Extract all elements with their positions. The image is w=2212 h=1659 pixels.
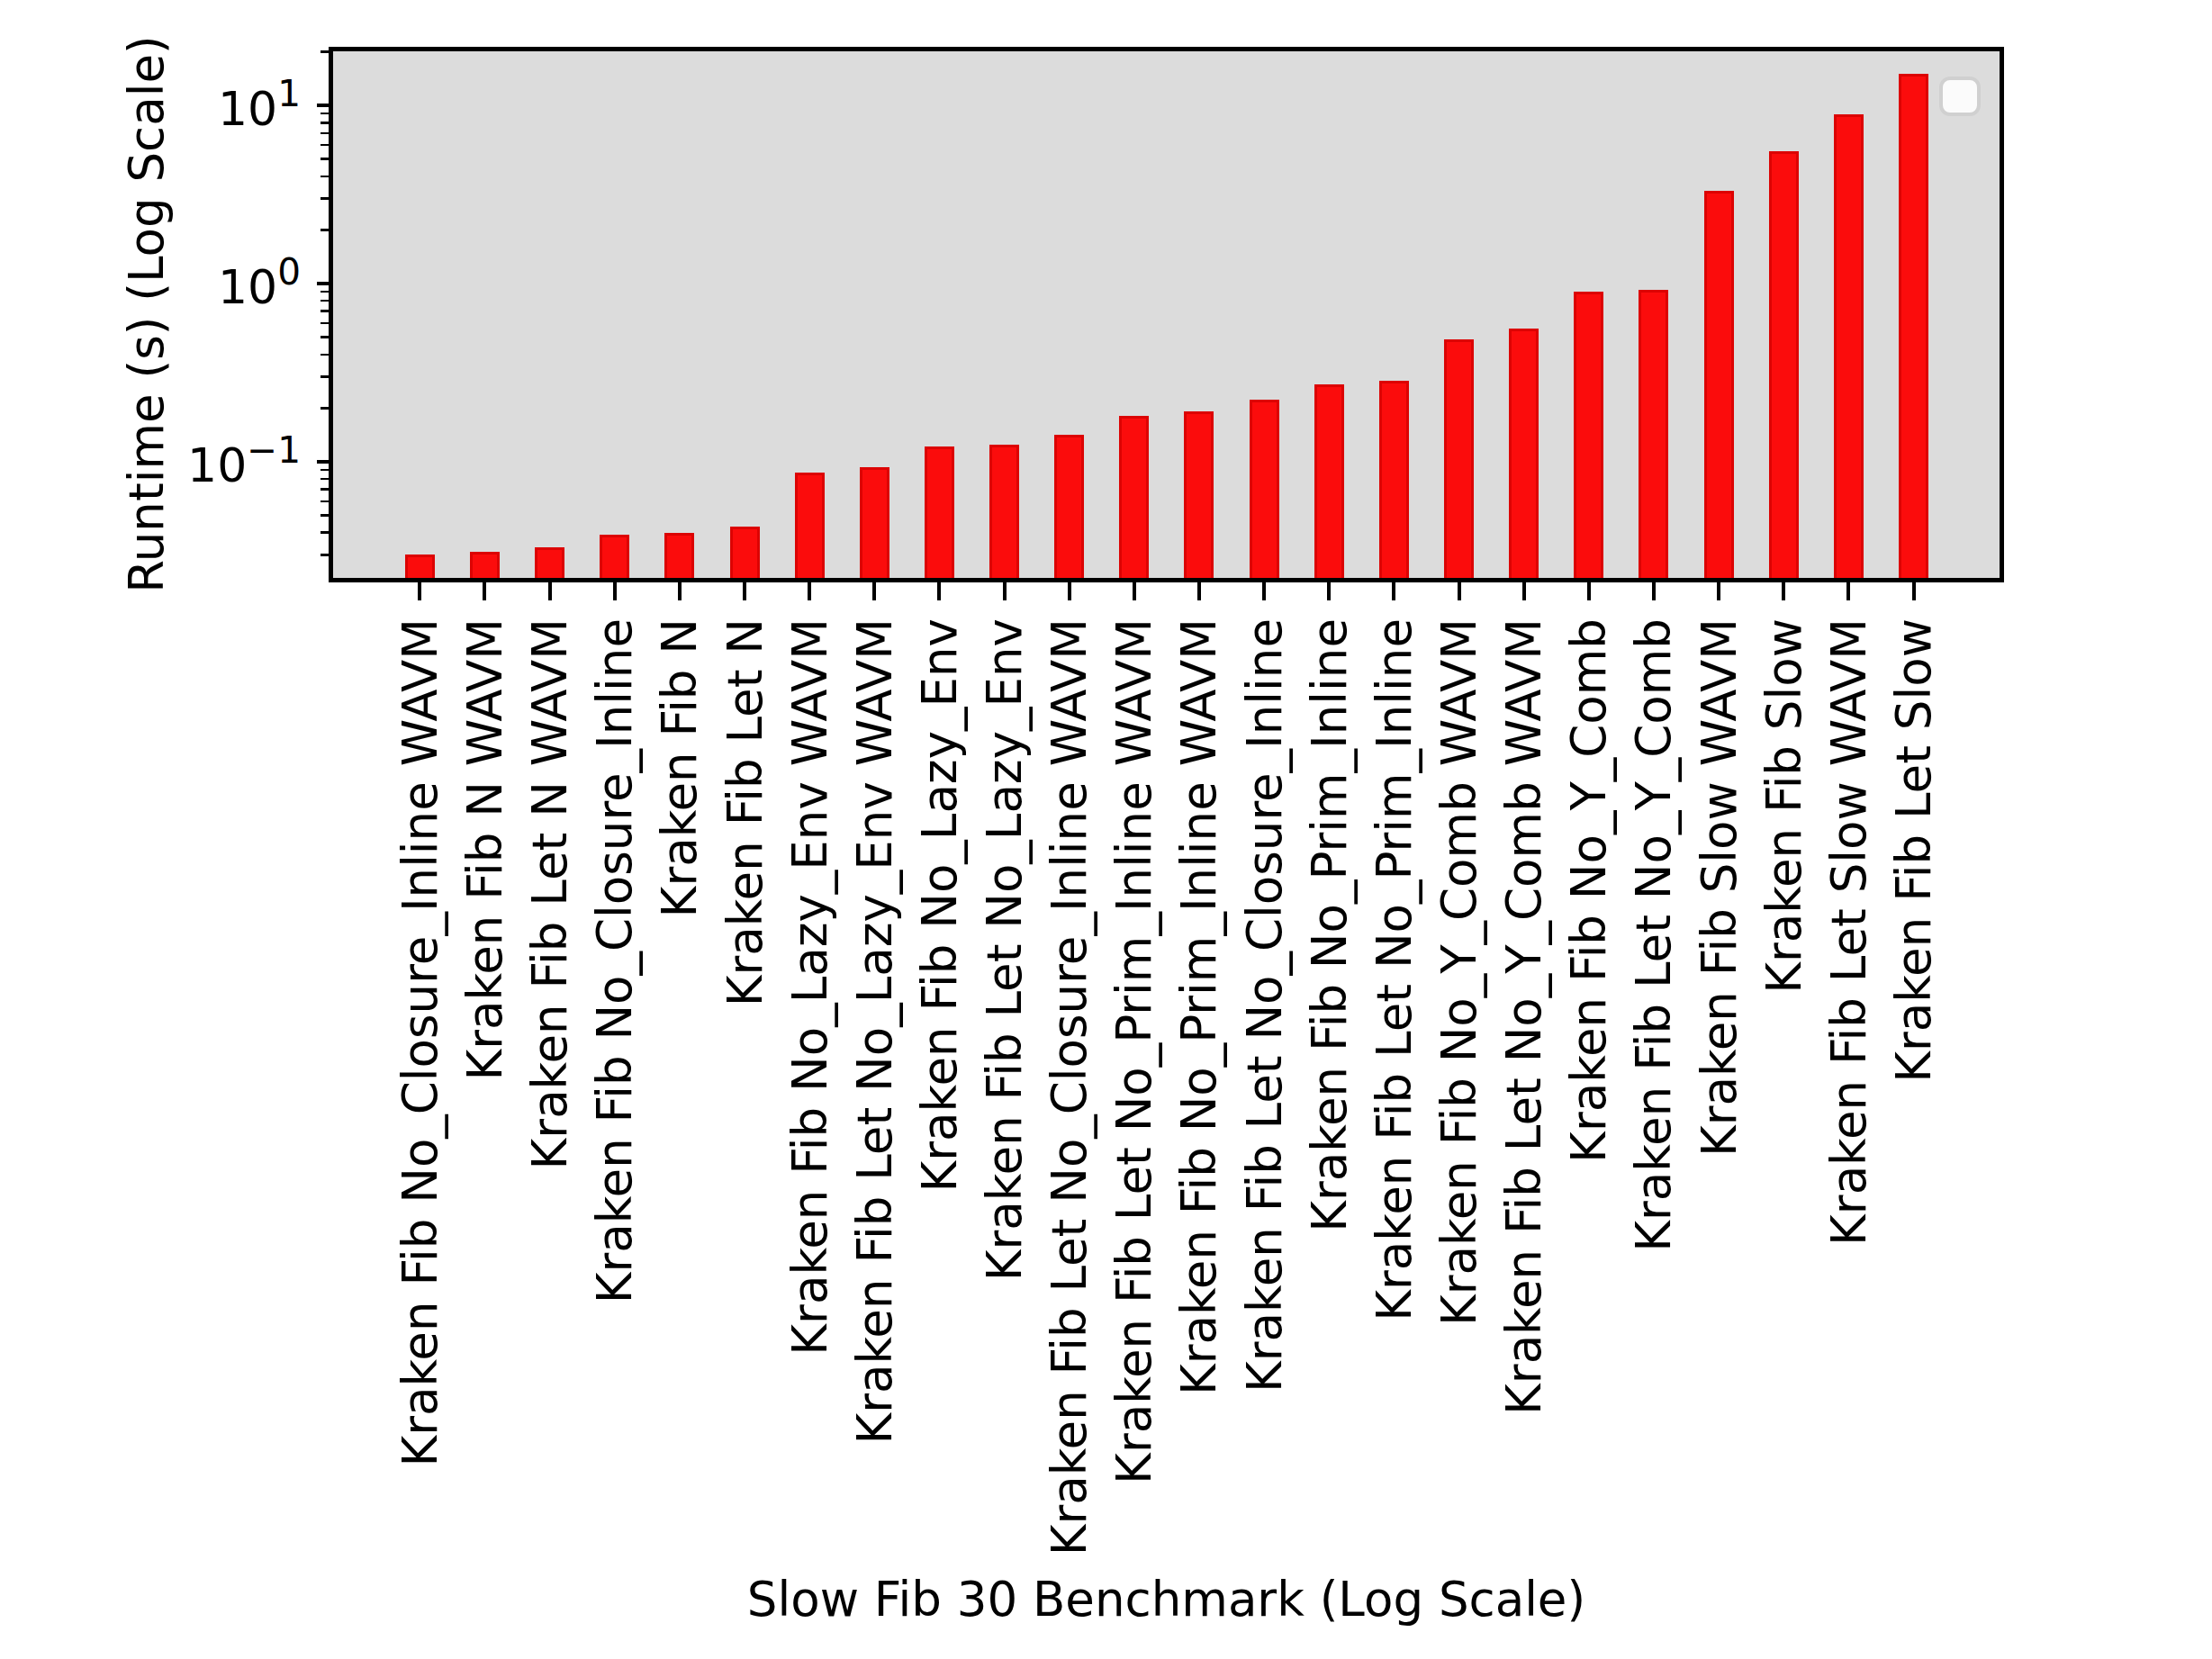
x-tick — [418, 582, 421, 600]
y-minor-tick — [321, 197, 330, 200]
x-tick-label: Kraken Fib Let No_Closure_Inline WAVM — [1045, 618, 1093, 1555]
x-tick — [1912, 582, 1916, 600]
x-tick-label: Kraken Fib No_Lazy_Env — [916, 618, 963, 1192]
y-minor-tick — [321, 300, 330, 302]
x-tick-label: Kraken Fib Slow — [1760, 618, 1808, 994]
x-tick-label: Kraken Fib Let N — [721, 618, 769, 1006]
y-minor-tick — [321, 144, 330, 147]
x-tick — [483, 582, 486, 600]
x-tick-label: Kraken Fib Let N WAVM — [526, 618, 573, 1169]
x-tick — [1262, 582, 1266, 600]
y-minor-tick — [321, 336, 330, 338]
x-tick-label: Kraken Fib Slow WAVM — [1695, 618, 1743, 1157]
y-minor-tick — [321, 478, 330, 481]
y-minor-tick — [321, 469, 330, 472]
y-minor-tick — [321, 132, 330, 135]
figure: Kraken Fib No_Closure_Inline WAVM Kraken … — [0, 0, 2212, 1659]
x-tick — [937, 582, 941, 600]
x-tick — [1846, 582, 1850, 600]
y-minor-tick — [321, 158, 330, 160]
y-minor-tick — [321, 375, 330, 378]
x-tick — [1392, 582, 1395, 600]
x-tick — [678, 582, 682, 600]
x-tick — [1782, 582, 1785, 600]
x-tick — [1458, 582, 1461, 600]
x-tick — [1133, 582, 1136, 600]
x-tick — [1717, 582, 1720, 600]
y-major-tick — [317, 104, 330, 107]
x-tick — [1522, 582, 1526, 600]
x-tick-label: Kraken Fib Let No_Closure_Inline — [1241, 618, 1288, 1393]
x-tick-label: Kraken Fib Let Slow WAVM — [1825, 618, 1873, 1246]
x-tick-label: Kraken Fib No_Prim_Inline WAVM — [1175, 618, 1223, 1395]
x-tick — [1652, 582, 1656, 600]
y-minor-tick — [321, 531, 330, 534]
x-tick — [1197, 582, 1201, 600]
x-tick-label: Kraken Fib No_Closure_Inline WAVM — [396, 618, 444, 1466]
y-minor-tick — [321, 514, 330, 517]
y-minor-tick — [321, 554, 330, 556]
x-tick-label: Kraken Fib N — [655, 618, 703, 917]
x-tick-label: Kraken Fib No_Lazy_Env WAVM — [786, 618, 834, 1356]
axes-border — [329, 47, 2004, 582]
y-tick-label: 10−1 — [187, 425, 301, 491]
y-tick-label: 100 — [218, 247, 301, 312]
y-major-tick — [317, 282, 330, 285]
x-tick-label: Kraken Fib No_Y_Comb WAVM — [1435, 618, 1483, 1326]
y-minor-tick — [321, 291, 330, 293]
x-tick — [1068, 582, 1071, 600]
y-major-tick — [317, 460, 330, 464]
x-tick-label: Kraken Fib Let Slow — [1890, 618, 1937, 1083]
y-minor-tick — [321, 122, 330, 124]
x-tick-label: Kraken Fib Let No_Y_Comb — [1630, 618, 1677, 1252]
y-minor-tick — [321, 50, 330, 53]
x-tick — [1587, 582, 1591, 600]
x-tick-label: Kraken Fib No_Prim_Inline — [1305, 618, 1353, 1232]
x-tick-label: Kraken Fib Let No_Y_Comb WAVM — [1500, 618, 1548, 1415]
x-tick-label: Kraken Fib No_Y_Comb — [1565, 618, 1612, 1163]
x-tick-label: Kraken Fib Let No_Prim_Inline WAVM — [1110, 618, 1158, 1484]
y-axis-label: Runtime (s) (Log Scale) — [121, 36, 173, 594]
y-minor-tick — [321, 500, 330, 503]
x-tick-label: Kraken Fib No_Closure_Inline — [591, 618, 638, 1303]
x-axis-label: Slow Fib 30 Benchmark (Log Scale) — [331, 1572, 2001, 1627]
y-minor-tick — [321, 310, 330, 312]
x-tick — [613, 582, 617, 600]
y-minor-tick — [321, 488, 330, 491]
y-minor-tick — [321, 113, 330, 115]
y-tick-label: 101 — [218, 68, 301, 134]
x-tick-label: Kraken Fib Let No_Lazy_Env WAVM — [851, 618, 898, 1444]
x-tick — [872, 582, 876, 600]
y-minor-tick — [321, 322, 330, 325]
x-tick — [808, 582, 811, 600]
x-tick — [743, 582, 746, 600]
x-tick-label: Kraken Fib Let No_Prim_Inline — [1370, 618, 1418, 1321]
x-tick-label: Kraken Fib Let No_Lazy_Env — [980, 618, 1028, 1281]
x-tick — [1003, 582, 1007, 600]
x-tick-label: Kraken Fib N WAVM — [461, 618, 509, 1081]
legend-box — [1939, 77, 1981, 116]
y-minor-tick — [321, 229, 330, 231]
y-minor-tick — [321, 176, 330, 178]
y-minor-tick — [321, 407, 330, 410]
x-tick — [1327, 582, 1331, 600]
y-minor-tick — [321, 354, 330, 356]
x-tick — [548, 582, 552, 600]
